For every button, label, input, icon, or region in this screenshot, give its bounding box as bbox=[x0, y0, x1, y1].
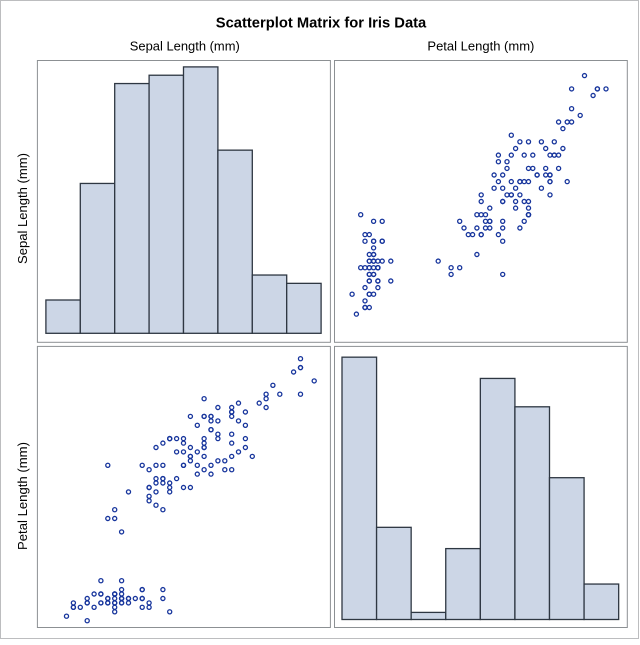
svg-text:Scatterplot Matrix for Iris Da: Scatterplot Matrix for Iris Data bbox=[216, 16, 427, 32]
svg-text:Sepal Length (mm): Sepal Length (mm) bbox=[15, 153, 30, 264]
svg-text:Sepal Length (mm): Sepal Length (mm) bbox=[130, 39, 240, 54]
svg-text:Petal Length (mm): Petal Length (mm) bbox=[15, 442, 30, 550]
svg-text:Petal Length (mm): Petal Length (mm) bbox=[427, 39, 534, 54]
